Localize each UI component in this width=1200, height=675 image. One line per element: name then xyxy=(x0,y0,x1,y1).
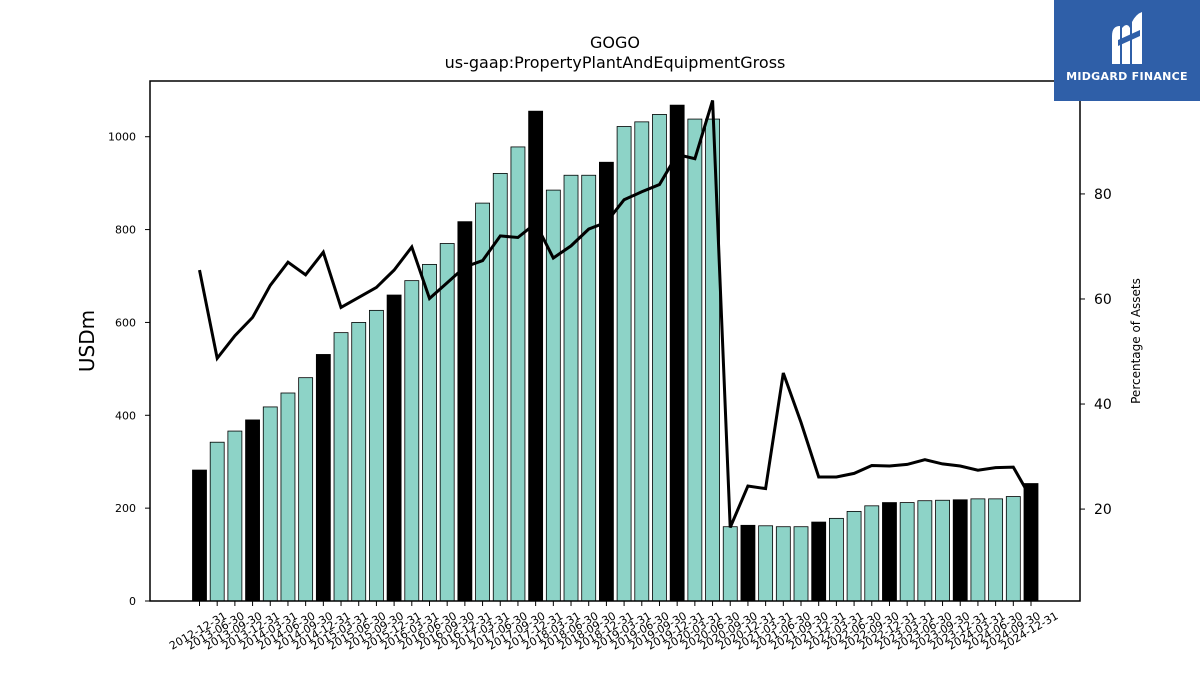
bar xyxy=(386,294,402,602)
bars-group xyxy=(192,104,1039,602)
y2-tick-label: 60 xyxy=(1094,292,1112,308)
bar xyxy=(280,392,296,602)
bar xyxy=(457,221,473,602)
bar xyxy=(422,263,437,602)
bar xyxy=(528,110,544,602)
y2-tick-label: 80 xyxy=(1094,187,1112,203)
y-tick-label: 400 xyxy=(115,409,136,422)
bar xyxy=(882,502,897,602)
bar xyxy=(369,309,384,602)
y2-tick-label: 20 xyxy=(1094,502,1112,518)
bar xyxy=(687,118,703,602)
y-tick-label: 1000 xyxy=(108,131,136,144)
bar xyxy=(404,280,420,602)
y-tick-label: 800 xyxy=(115,224,136,237)
y-axis-label: USDm xyxy=(75,310,99,372)
brand-logo: MIDGARD FINANCE xyxy=(1054,0,1200,101)
chart-subtitle: us-gaap:PropertyPlantAndEquipmentGross xyxy=(445,53,786,72)
bar xyxy=(793,526,809,602)
bar xyxy=(1005,496,1021,602)
bar xyxy=(315,354,331,602)
bar xyxy=(828,517,844,602)
bar xyxy=(775,526,791,602)
percentage-line xyxy=(198,99,1033,529)
bar xyxy=(351,322,367,602)
y2-tick-label: 40 xyxy=(1094,397,1112,413)
bar xyxy=(722,526,738,602)
bar xyxy=(245,419,260,602)
bar xyxy=(811,521,827,602)
brand-name: MIDGARD FINANCE xyxy=(1066,70,1188,83)
bar xyxy=(510,146,526,602)
bar xyxy=(227,430,243,602)
bar xyxy=(262,406,278,602)
y-axis: 0 200 400 600 800 1000 xyxy=(108,131,150,608)
bar xyxy=(899,502,915,602)
line-group xyxy=(198,99,1033,529)
bar xyxy=(581,174,597,602)
bar xyxy=(298,377,314,602)
bar xyxy=(192,469,207,602)
chart-title: GOGO xyxy=(590,33,640,52)
bar xyxy=(209,441,225,602)
bar xyxy=(952,499,968,602)
bar xyxy=(740,524,756,602)
bar xyxy=(563,174,579,602)
plot-frame xyxy=(149,80,1081,602)
bar xyxy=(935,499,950,602)
bar xyxy=(917,500,933,602)
bar xyxy=(988,498,1004,602)
y2-axis: 20 40 60 80 xyxy=(1080,187,1112,518)
bar xyxy=(970,498,986,602)
bar xyxy=(1023,483,1039,602)
y-tick-label: 0 xyxy=(129,595,136,608)
y-tick-label: 600 xyxy=(115,316,136,329)
y2-axis-label: Percentage of Assets xyxy=(1129,278,1143,404)
bar xyxy=(864,505,880,602)
bar xyxy=(846,510,862,602)
bar xyxy=(599,161,614,602)
y-tick-label: 200 xyxy=(115,502,136,515)
x-axis: 2012-12-312013-06-302013-09-302013-12-31… xyxy=(167,601,1061,653)
bar xyxy=(669,104,685,602)
midgard-logo-icon xyxy=(1112,12,1142,64)
bar xyxy=(333,332,349,602)
bar xyxy=(439,243,455,602)
bar xyxy=(758,525,774,602)
